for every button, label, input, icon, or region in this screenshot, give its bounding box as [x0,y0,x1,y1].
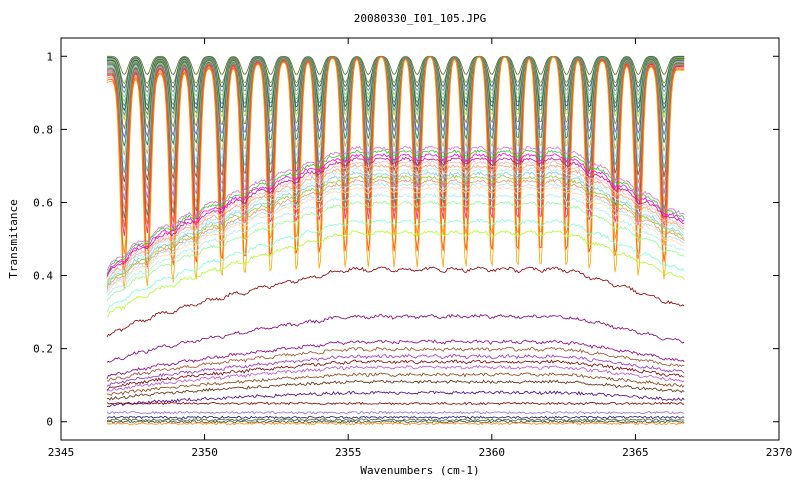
spectrum-series-line [106,372,685,396]
spectrum-series-line [106,153,685,277]
x-axis-title: Wavenumbers (cm-1) [360,464,479,477]
x-tick-label: 2365 [622,446,649,459]
spectrum-series-line [107,55,685,76]
spectrum-series-line [106,185,685,293]
spectrum-series-line [106,149,685,275]
x-axis: 2345 2350 2355 2360 2365 2370 [48,38,793,459]
plot-frame [60,37,780,441]
spectrum-series-line [106,156,685,278]
spectrum-series-line [106,218,685,313]
spectrum-series-line [106,339,685,380]
spectrum-series-line [106,229,685,317]
x-tick-label: 2360 [479,446,506,459]
spectrum-series-line [106,163,685,283]
spectrum-series-line [106,182,685,293]
spectrum-series-line [106,421,685,426]
spectrum-series-line [106,410,685,415]
spectrum-series-line [106,200,685,302]
spectrum-series-line [106,178,685,290]
x-tick-label: 2345 [48,446,75,459]
spectrum-series-line [106,174,685,288]
spectrum-series-line [106,160,685,279]
spectrum-series-line [106,365,685,392]
spectrum-series-line [106,145,685,271]
spectrum-series-line [106,415,685,420]
x-tick-label: 2370 [766,446,793,459]
y-tick-label: 1 [46,50,53,63]
y-tick-label: 0.6 [33,196,53,209]
y-tick-label: 0 [46,416,53,429]
spectrum-series-line [106,266,685,338]
spectrum-series-line [106,313,685,363]
spectrum-series-line [106,418,685,422]
spectrum-series-line [106,353,685,387]
spectrum-series-line [106,390,685,408]
y-axis: 0 0.2 0.4 0.6 0.8 1 [33,50,779,429]
spectrum-series-line [106,167,685,284]
spectrum-series-line [106,56,685,290]
y-tick-label: 0.8 [33,123,53,136]
series-group [106,55,685,426]
y-axis-title: Transmitance [7,199,20,278]
spectrum-series-line [106,359,685,391]
spectrum-series-line [106,379,685,401]
spectrum-series-line [106,171,685,285]
spectrum-series-line [106,401,685,406]
spectrum-series-line [106,346,685,382]
spectrum-series-line [106,193,685,297]
chart-title: 20080330_I01_105.JPG [354,12,486,25]
x-tick-label: 2355 [335,446,362,459]
y-tick-label: 0.2 [33,343,53,356]
x-tick-label: 2350 [191,446,218,459]
y-tick-label: 0.4 [33,270,53,283]
